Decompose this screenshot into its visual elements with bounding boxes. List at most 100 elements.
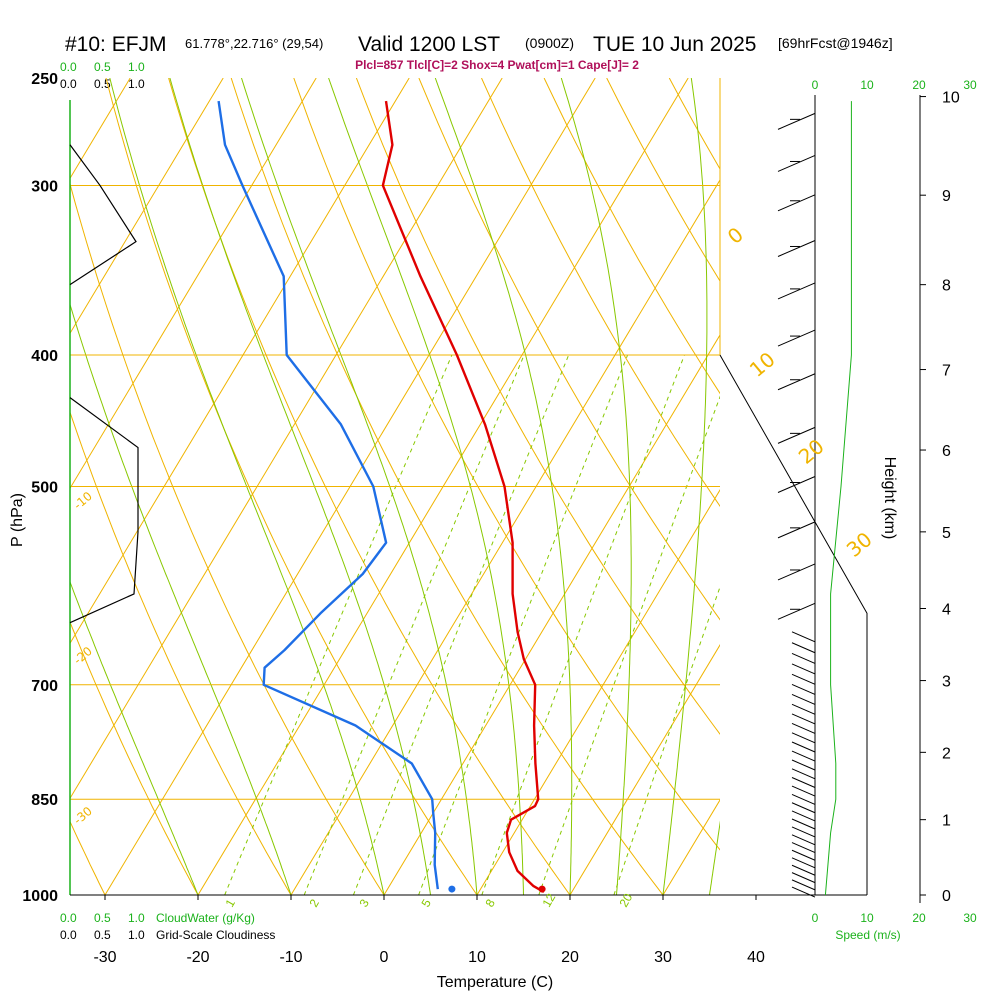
y2-tick-label: 3 [942, 674, 951, 691]
cloudiness-tick-top-0: 0.0 [60, 77, 77, 91]
wind-barb [791, 768, 816, 780]
wind-barb [777, 426, 816, 444]
wind-barb [791, 886, 816, 898]
wind-barb [791, 722, 816, 734]
wind-barb [777, 240, 816, 257]
dry-adiabat-line [0, 78, 12, 895]
y2-tick-label: 9 [942, 188, 951, 205]
sounding-series [217, 100, 546, 894]
isobars [70, 184, 720, 896]
x-tick-label: 20 [561, 949, 579, 966]
y2-tick-label: 10 [942, 90, 960, 107]
speed-axis-label: Speed (m/s) [835, 928, 900, 942]
y2-tick-label: 6 [942, 443, 951, 460]
moist-adiabat-line [709, 820, 720, 895]
dry-adiabat-line [293, 78, 720, 851]
y-axis-title: P (hPa) [9, 493, 26, 547]
wind-barb [777, 282, 816, 300]
speed-tick-bottom-1: 10 [860, 911, 874, 925]
wind-barb [791, 785, 816, 797]
wind-barb [791, 732, 816, 744]
y2-tick-label: 8 [942, 278, 951, 295]
wind-barb [791, 879, 816, 891]
mixing-ratio-label: 3 [356, 896, 372, 909]
cloudiness-tick-bottom-1: 0.5 [94, 928, 111, 942]
y2-tick-label: 5 [942, 525, 951, 542]
cloudiness-upper [69, 144, 137, 286]
x-tick-label: 30 [654, 949, 672, 966]
dry-adiabat-line [982, 78, 1000, 895]
x-tick-label: 10 [468, 949, 486, 966]
cloudwater-tick-top-2: 1.0 [128, 60, 145, 74]
forecast-label: [69hrFcst@1946z] [778, 35, 893, 51]
isotherm-label: -10 [71, 489, 95, 512]
axis-ticks: -30 -20 -10 0 10 20 30 402503004005007008501000… [22, 71, 959, 966]
wind-barb [791, 857, 816, 869]
chart-frame [69, 78, 921, 903]
moist-adiabat-line [70, 302, 292, 895]
speed-tick-bottom-3: 30 [963, 911, 977, 925]
cloudiness-tick-bottom-0: 0.0 [60, 928, 77, 942]
mixing-ratio-line [481, 354, 685, 895]
mixing-ratio-line [224, 354, 453, 895]
isotherm-label: 20 [794, 434, 829, 469]
wind-barb [777, 476, 816, 493]
x-tick-label: -20 [186, 949, 209, 966]
moist-adiabat-line [70, 580, 199, 895]
speed-tick-top-3: 30 [963, 78, 977, 92]
x-tick-label: 40 [747, 949, 765, 966]
utc-label: (0900Z) [525, 35, 574, 51]
coords-label: 61.778°,22.716° (29,54) [185, 36, 323, 51]
moist-adiabat-line [560, 78, 632, 895]
y-tick-label: 300 [31, 178, 58, 195]
mixing-ratio-label: 12 [539, 891, 558, 910]
mixing-ratio-line [538, 395, 720, 895]
dry-adiabat-line [732, 78, 1000, 895]
wind-barb [791, 777, 816, 788]
isotherm-line [70, 78, 224, 335]
cloudwater-tick-top-1: 0.5 [94, 60, 111, 74]
mixing-ratio-line [352, 354, 570, 895]
wind-barb [791, 818, 816, 830]
y2-tick-label: 7 [942, 363, 951, 380]
y2-tick-label: 1 [942, 813, 951, 830]
dry-adiabat-line [543, 78, 720, 395]
y-tick-label: 1000 [22, 888, 58, 905]
wind-barb [791, 864, 816, 876]
wind-barb [791, 673, 816, 685]
isotherm-label: -20 [71, 644, 95, 667]
isotherm-label: 30 [842, 527, 877, 562]
cloudiness-tick-top-2: 1.0 [128, 77, 145, 91]
dry-adiabat-line [70, 620, 199, 895]
dry-adiabat-line [857, 78, 1000, 895]
speed-tick-top-0: 0 [812, 78, 819, 92]
surface-temperature-dot [538, 885, 546, 893]
y-tick-label: 700 [31, 678, 58, 695]
wind-barb [777, 521, 816, 539]
x-tick-label: 0 [380, 949, 389, 966]
wind-barb [791, 810, 816, 822]
speed-tick-top-2: 20 [912, 78, 926, 92]
y-tick-label: 250 [31, 71, 58, 88]
wind-barb [777, 563, 816, 581]
wind-barb [791, 703, 816, 715]
dry-adiabat-line [230, 78, 664, 895]
dry-adiabat-line [481, 78, 720, 507]
wind-barb [791, 826, 816, 838]
cloudiness-profile [69, 144, 139, 624]
cloudwater-tick-top-0: 0.0 [60, 60, 77, 74]
wind-barb [791, 872, 816, 884]
wind-barb [777, 112, 816, 130]
mixing-ratio-line [613, 585, 720, 895]
x-tick-label: -10 [279, 949, 302, 966]
speed-tick-top-1: 10 [860, 78, 874, 92]
cloudiness-tick-bottom-2: 1.0 [128, 928, 145, 942]
cloudiness-axis-label: Grid-Scale Cloudiness [156, 928, 275, 942]
moist-adiabats [70, 78, 720, 895]
dry-adiabat-line [920, 78, 1000, 895]
mixing-ratio-label: 1 [222, 896, 238, 909]
x-tick-label: -30 [93, 949, 116, 966]
dry-adiabat-line [355, 78, 720, 735]
mixing-ratio-line [303, 354, 525, 895]
